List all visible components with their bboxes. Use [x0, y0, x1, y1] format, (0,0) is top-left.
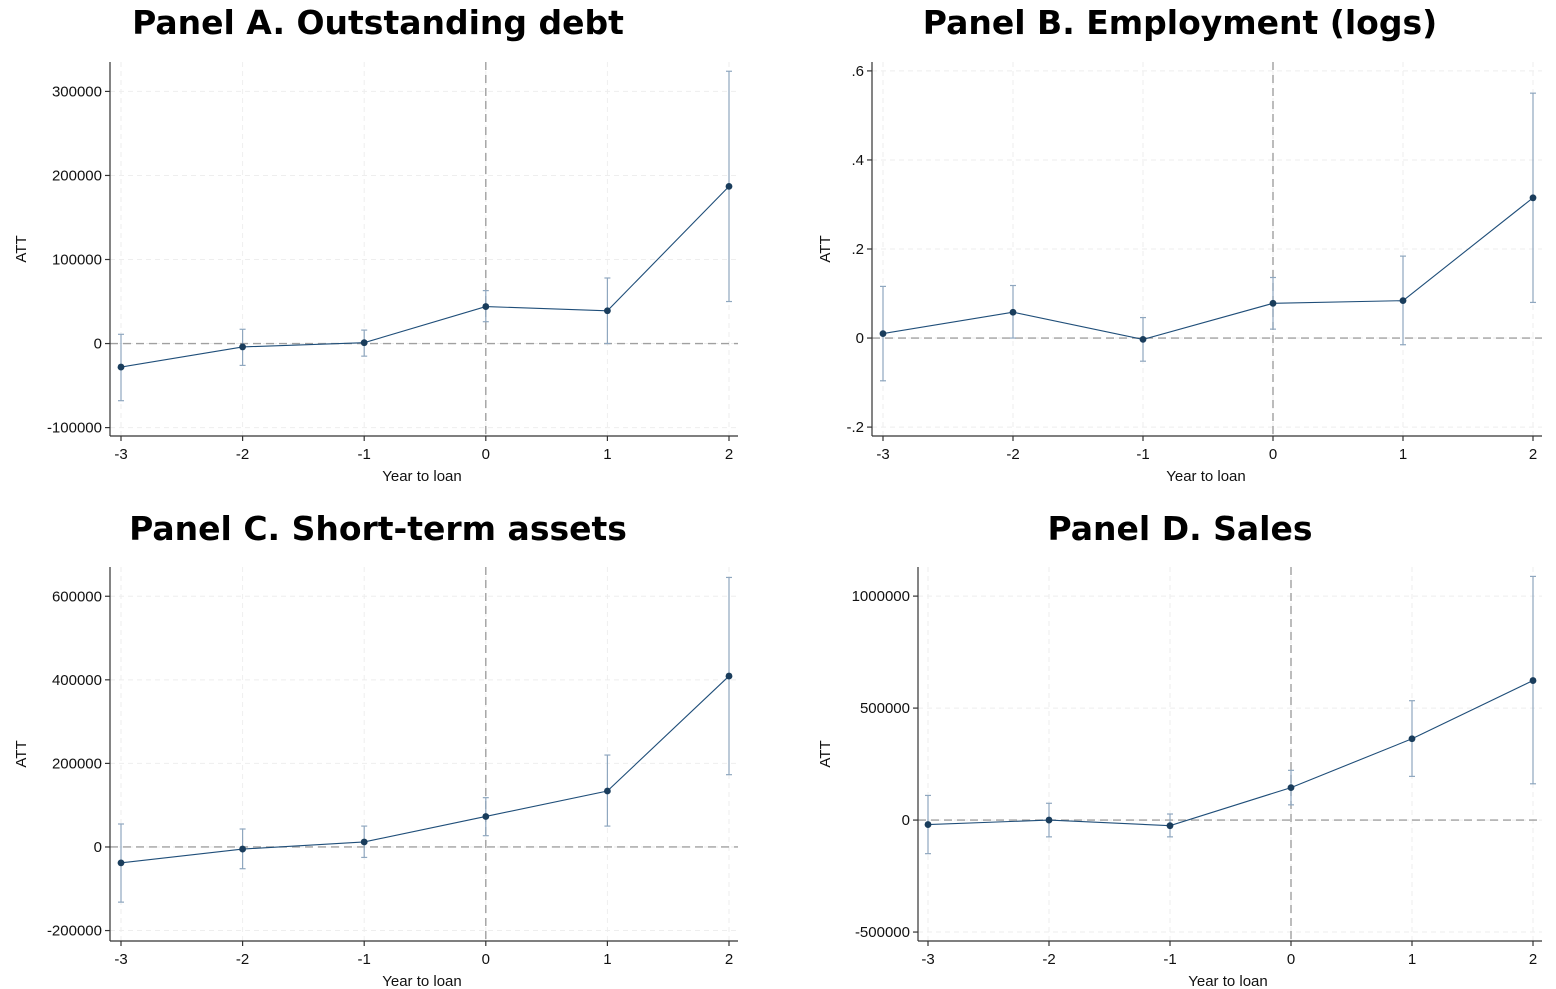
panel-b-y-tick-label: -.2 [846, 419, 864, 436]
panel-b-x-tick-label: 1 [1399, 446, 1407, 463]
panel-a-y-tick-label: 200000 [52, 167, 102, 184]
panel-d-data-point [1287, 784, 1295, 791]
panel-c-y-tick-label: -200000 [47, 923, 102, 940]
panel-c-estimate-line [120, 675, 730, 864]
panel-a-x-tick-label: 1 [603, 446, 611, 463]
panel-b-x-axis-label: Year to loan [1166, 468, 1246, 485]
panel-b-x-tick-label: 0 [1269, 446, 1277, 463]
panel-c-y-tick-label: 0 [94, 839, 102, 856]
panel-b-x-tick-label: -3 [876, 446, 889, 463]
panel-c-x-tick-label: -1 [358, 951, 371, 968]
panel-d-y-tick-label: 1000000 [852, 588, 910, 605]
panel-d-data-point [924, 821, 932, 828]
panel-a-y-tick-label: -100000 [47, 420, 102, 437]
panel-a: Panel A. Outstanding debt -100000 0 100000… [13, 3, 738, 485]
panel-d-x-tick-label: -2 [1042, 951, 1055, 968]
panel-c-data-point [725, 672, 733, 680]
panel-c: Panel C. Short-term assets -200000 0 20000… [13, 509, 738, 989]
panel-b-y-axis-label: ATT [817, 235, 834, 262]
panel-c-x-axis-label: Year to loan [382, 973, 462, 989]
panel-d: Panel D. Sales -500000 0 500000 1000000 -3 -2… [817, 509, 1542, 989]
panel-c-x-tick-label: 0 [482, 951, 490, 968]
panel-a-title: Panel A. Outstanding debt [132, 3, 624, 42]
panel-b-data-point [1399, 297, 1407, 305]
panel-d-data-point [1408, 735, 1416, 743]
panel-c-data-point [482, 813, 490, 820]
panel-a-estimate-line [120, 186, 730, 368]
panel-c-data-point [239, 845, 247, 853]
panel-b: Panel B. Employment (logs) -.20.2.4.6-3-… [817, 3, 1542, 485]
panel-b-x-tick-label: -1 [1136, 446, 1149, 463]
panel-b-y-tick-label: .4 [851, 152, 864, 169]
panel-b-y-tick-label: .6 [851, 63, 864, 80]
panel-b-data-point [879, 330, 887, 337]
panel-a-x-tick-label: -2 [236, 446, 249, 463]
panel-d-y-tick-label: 500000 [860, 700, 910, 717]
panel-b-x-tick-label: -2 [1006, 446, 1019, 463]
panel-b-plot: -.2 0 .2 .4 .6 -3 -2 -1 0 1 2 [846, 62, 1542, 463]
panel-c-y-tick-label: 600000 [52, 588, 102, 605]
panel-d-x-tick-label: 0 [1287, 951, 1295, 968]
panel-c-y-tick-label: 400000 [52, 672, 102, 689]
panel-c-x-tick-label: -2 [236, 951, 249, 968]
panel-b-y-tick-label: .2 [851, 241, 864, 258]
panel-c-x-tick-label: 2 [725, 951, 733, 968]
panel-b-x-tick-label: 2 [1529, 446, 1537, 463]
panel-d-x-axis-label: Year to loan [1188, 973, 1268, 989]
panel-d-x-tick-label: -1 [1163, 951, 1176, 968]
panel-a-x-tick-label: 0 [482, 446, 490, 463]
panel-c-y-axis-label: ATT [13, 740, 30, 767]
panel-b-estimate-line [882, 197, 1534, 340]
panel-c-data-point [360, 838, 368, 846]
panel-d-estimate-line [927, 680, 1534, 827]
panel-b-data-point [1009, 308, 1017, 316]
panel-b-data-point [1269, 299, 1277, 307]
panel-b-title: Panel B. Employment (logs) [923, 3, 1437, 42]
panel-a-y-tick-label: 300000 [52, 83, 102, 100]
panel-a-data-point [360, 339, 368, 347]
panel-c-plot: -200000 0 200000 400000 600000 -3 -2 -1 0 1 2 [47, 567, 738, 968]
panel-d-data-point [1529, 677, 1537, 684]
panel-a-y-axis-label: ATT [13, 235, 30, 262]
panel-b-data-point [1529, 194, 1537, 202]
panel-a-y-tick-label: 0 [94, 336, 102, 353]
panel-d-y-tick-label: 0 [902, 812, 910, 829]
panel-a-x-tick-label: 2 [725, 446, 733, 463]
panel-c-data-point [117, 859, 125, 867]
panel-c-title: Panel C. Short-term assets [129, 509, 627, 548]
panel-d-x-tick-label: 2 [1529, 951, 1537, 968]
panel-a-data-point [482, 303, 490, 310]
panel-a-x-axis-label: Year to loan [382, 468, 462, 485]
panel-a-y-tick-label: 100000 [52, 252, 102, 269]
panel-b-data-point [1139, 335, 1147, 343]
panel-d-data-point [1045, 816, 1053, 824]
panel-c-x-tick-label: -3 [114, 951, 127, 968]
panel-a-plot: -100000 0 100000 200000 300000 -3 -2 -1 0 1 2 [47, 62, 738, 463]
panel-a-data-point [604, 307, 611, 315]
panel-a-x-tick-label: -1 [358, 446, 371, 463]
panel-c-data-point [604, 787, 611, 795]
panel-d-title: Panel D. Sales [1047, 509, 1312, 548]
panel-d-plot: -500000 0 500000 1000000 -3 -2 -1 0 1 2 [852, 567, 1542, 968]
panel-d-x-tick-label: 1 [1408, 951, 1416, 968]
panel-a-data-point [725, 182, 733, 190]
panel-a-data-point [117, 363, 125, 371]
panel-d-x-tick-label: -3 [921, 951, 934, 968]
panel-d-y-axis-label: ATT [817, 740, 834, 767]
panel-c-x-tick-label: 1 [603, 951, 611, 968]
panel-b-y-tick-label: 0 [856, 330, 864, 347]
panel-d-data-point [1166, 822, 1174, 830]
panel-c-y-tick-label: 200000 [52, 755, 102, 772]
panel-a-x-tick-label: -3 [114, 446, 127, 463]
panel-a-data-point [239, 343, 247, 351]
panel-d-y-tick-label: -500000 [855, 924, 910, 941]
